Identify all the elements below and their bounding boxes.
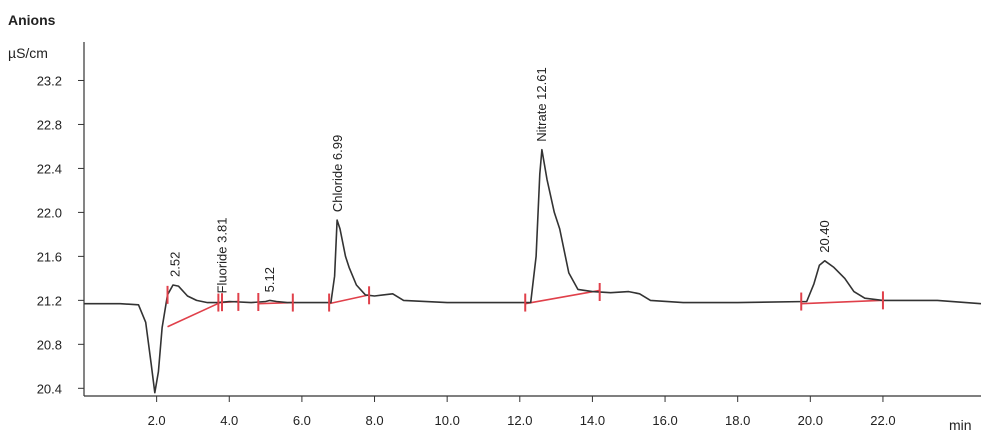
baseline-segment [328, 294, 370, 305]
baseline-segment [801, 299, 883, 305]
y-axis-unit-label: µS/cm [8, 45, 48, 61]
x-tick-label: 12.0 [507, 413, 532, 428]
y-tick-label: 21.6 [37, 249, 62, 264]
y-tick-label: 22.4 [37, 161, 62, 176]
peak-label: Fluoride 3.81 [214, 218, 229, 294]
peak-label: 2.52 [168, 252, 183, 277]
peak-label: Chloride 6.99 [330, 135, 345, 212]
chart-title: Anions [8, 12, 56, 28]
peak-label: 5.12 [262, 267, 277, 292]
y-tick-label: 20.8 [37, 337, 62, 352]
y-tick-label: 20.4 [37, 381, 62, 396]
x-tick-label: 20.0 [798, 413, 823, 428]
x-tick-label: 2.0 [148, 413, 166, 428]
peak-label: 20.40 [817, 220, 832, 253]
x-axis-unit-label: min [949, 417, 972, 433]
chromatogram-trace [84, 148, 982, 394]
integration-marks [166, 282, 884, 312]
x-tick-label: 18.0 [725, 413, 750, 428]
x-tick-label: 22.0 [870, 413, 895, 428]
peak-label: Nitrate 12.61 [534, 67, 549, 141]
y-tick-label: 21.2 [37, 293, 62, 308]
y-tick-label: 22.8 [37, 117, 62, 132]
y-tick-label: 23.2 [37, 73, 62, 88]
x-axis-ticks: 2.0 4.0 6.0 8.0 10.0 12.0 14.0 16.0 18.0 20.0 22.0 [148, 396, 896, 428]
x-tick-label: 10.0 [435, 413, 460, 428]
y-tick-label: 22.0 [37, 205, 62, 220]
y-axis-ticks: 20.4 20.8 21.2 21.6 22.0 22.4 22.8 23.2 [37, 73, 84, 396]
x-tick-label: 8.0 [365, 413, 383, 428]
peak-labels: 2.52 Fluoride 3.81 5.12 Chloride 6.99 Nitrat… [168, 67, 832, 293]
x-tick-label: 16.0 [652, 413, 677, 428]
baseline-segment [167, 301, 221, 328]
x-tick-label: 14.0 [580, 413, 605, 428]
x-tick-label: 4.0 [220, 413, 238, 428]
x-tick-label: 6.0 [293, 413, 311, 428]
baseline-segment [525, 289, 600, 305]
